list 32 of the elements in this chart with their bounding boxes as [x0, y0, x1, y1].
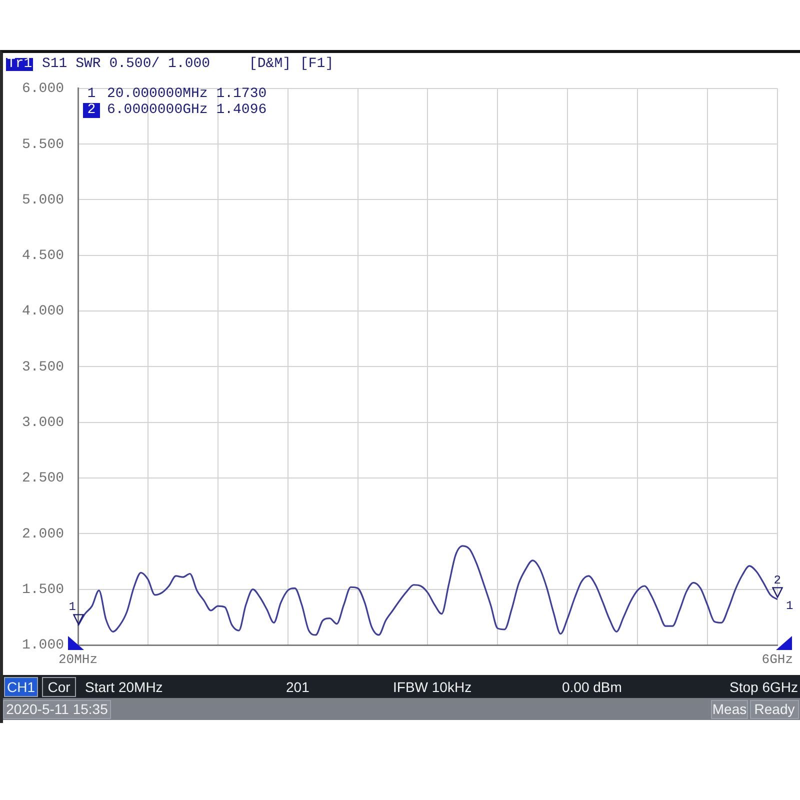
text: Meas	[711, 700, 748, 719]
text: IFBW 10kHz	[393, 678, 472, 696]
text: 0.00 dBm	[562, 678, 622, 696]
text: Cor	[42, 677, 76, 697]
y-tick-label: 4.500	[22, 248, 64, 264]
text: Ready	[750, 700, 799, 719]
text: [D&M]	[249, 56, 292, 72]
y-tick-label: 5.500	[22, 136, 64, 153]
x-tick-label: 20MHz	[58, 652, 98, 668]
text: 201	[286, 678, 310, 696]
text: [F1]	[300, 56, 334, 72]
x-tick-label: 6GHz	[762, 652, 794, 668]
annotation: 2 6.0000000GHz 1.4096	[86, 102, 267, 118]
text: 1	[786, 599, 794, 613]
y-tick-label: 2.500	[22, 470, 64, 487]
text: Tr1	[6, 56, 34, 72]
text: 2020-5-11 15:35	[3, 700, 111, 719]
y-tick-label: 5.000	[22, 192, 64, 208]
y-tick-label: 6.000	[22, 81, 64, 98]
chart-title: S11 SWR 0.500/ 1.000	[42, 56, 210, 72]
annotation: 2	[774, 574, 781, 588]
annotation: 1	[68, 600, 76, 614]
y-tick-label: 3.500	[22, 359, 64, 376]
y-tick-label: 1.000	[22, 638, 64, 654]
text: Stop 6GHz	[730, 678, 798, 696]
text: CH1	[4, 677, 38, 697]
y-tick-label: 2.000	[22, 526, 64, 542]
y-tick-label: 1.500	[22, 582, 64, 598]
text: Start 20MHz	[85, 678, 163, 696]
annotation: 1 20.000000MHz 1.1730	[86, 86, 267, 102]
y-tick-label: 4.000	[22, 304, 64, 320]
y-tick-label: 3.000	[22, 415, 64, 432]
